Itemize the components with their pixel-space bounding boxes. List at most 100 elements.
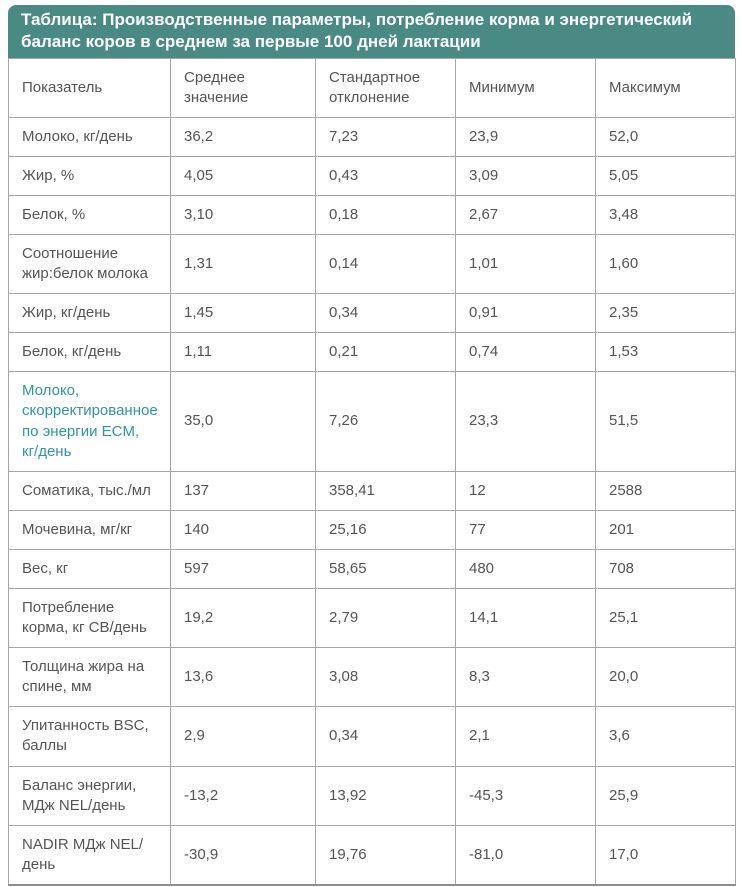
- column-header-max: Максимум: [595, 57, 736, 118]
- table-row: Соматика, тыс./мл 137 358,41 12 2588: [8, 470, 736, 511]
- cell-max: 3,6: [595, 706, 736, 767]
- cell-min: 23,3: [455, 371, 596, 472]
- cell-min: 8,3: [455, 647, 596, 708]
- cell-mean: -30,9: [170, 824, 316, 886]
- column-header-min: Минимум: [455, 57, 596, 118]
- column-header-mean: Среднее значение: [170, 57, 316, 118]
- table-row: Молоко, кг/день 36,2 7,23 23,9 52,0: [8, 116, 736, 157]
- table-row: Баланс энергии, МДж NEL/день -13,2 13,92 -4…: [8, 765, 736, 826]
- column-header-indicator: Показатель: [8, 57, 171, 118]
- cell-mean: 2,9: [170, 706, 316, 767]
- row-label: Мочевина, мг/кг: [8, 509, 171, 550]
- cell-sd: 19,76: [315, 824, 456, 886]
- cell-min: 0,91: [455, 293, 596, 334]
- cell-min: -81,0: [455, 824, 596, 886]
- cell-max: 201: [595, 509, 736, 550]
- column-header-sd: Стандартное отклонение: [315, 57, 456, 118]
- cell-mean: 1,31: [170, 233, 316, 295]
- table-row: Толщина жира на спине, мм 13,6 3,08 8,3 20,0: [8, 647, 736, 708]
- cell-max: 1,60: [595, 233, 736, 295]
- row-label: Потребление корма, кг СВ/день: [8, 587, 171, 649]
- table-row: Жир, % 4,05 0,43 3,09 5,05: [8, 155, 736, 196]
- table-row: Вес, кг 597 58,65 480 708: [8, 548, 736, 590]
- cell-sd: 0,21: [315, 332, 456, 373]
- cell-min: 77: [455, 509, 596, 550]
- cell-min: 0,74: [455, 332, 596, 373]
- cell-mean: 137: [170, 470, 316, 511]
- cell-max: 17,0: [595, 824, 736, 886]
- table-row: Белок, % 3,10 0,18 2,67 3,48: [8, 194, 736, 235]
- table-row: Мочевина, мг/кг 140 25,16 77 201: [8, 509, 736, 550]
- table-header: Показатель Среднее значение Стандартное …: [8, 57, 736, 118]
- cell-max: 25,9: [595, 765, 736, 826]
- cell-sd: 358,41: [315, 470, 456, 511]
- cell-mean: 36,2: [170, 116, 316, 157]
- header-row: Показатель Среднее значение Стандартное …: [8, 57, 736, 118]
- cell-mean: 35,0: [170, 371, 316, 472]
- row-label: NADIR МДж NEL/день: [8, 824, 171, 886]
- cell-mean: 140: [170, 509, 316, 550]
- row-label: Соотношение жир:белок молока: [8, 233, 171, 295]
- table-title: Таблица: Производственные параметры, пот…: [8, 5, 735, 58]
- cell-max: 25,1: [595, 587, 736, 649]
- cell-max: 3,48: [595, 194, 736, 235]
- cell-sd: 7,23: [315, 116, 456, 157]
- cell-sd: 0,34: [315, 706, 456, 767]
- data-table: Показатель Среднее значение Стандартное …: [8, 57, 736, 886]
- cell-max: 52,0: [595, 116, 736, 157]
- cell-min: 12: [455, 470, 596, 511]
- row-label: Жир, кг/день: [8, 293, 171, 334]
- cell-mean: 19,2: [170, 587, 316, 649]
- cell-max: 5,05: [595, 155, 736, 196]
- cell-mean: 1,45: [170, 293, 316, 334]
- cell-sd: 58,65: [315, 548, 456, 590]
- cell-mean: 1,11: [170, 332, 316, 373]
- cell-min: 2,67: [455, 194, 596, 235]
- cell-mean: 597: [170, 548, 316, 590]
- row-label: Белок, кг/день: [8, 332, 171, 373]
- cell-min: 1,01: [455, 233, 596, 295]
- cell-min: 14,1: [455, 587, 596, 649]
- cell-sd: 0,14: [315, 233, 456, 295]
- row-label: Молоко, кг/день: [8, 116, 171, 157]
- table-row: Потребление корма, кг СВ/день 19,2 2,79 14,…: [8, 587, 736, 649]
- row-label: Баланс энергии, МДж NEL/день: [8, 765, 171, 826]
- row-label: Соматика, тыс./мл: [8, 470, 171, 511]
- cell-mean: 13,6: [170, 647, 316, 708]
- cell-min: -45,3: [455, 765, 596, 826]
- cell-sd: 7,26: [315, 371, 456, 472]
- cell-min: 23,9: [455, 116, 596, 157]
- table-row: Жир, кг/день 1,45 0,34 0,91 2,35: [8, 293, 736, 334]
- row-label: Упитанность BSC, баллы: [8, 706, 171, 767]
- row-label: Вес, кг: [8, 548, 171, 590]
- cell-min: 3,09: [455, 155, 596, 196]
- cell-mean: 3,10: [170, 194, 316, 235]
- cell-max: 2,35: [595, 293, 736, 334]
- cell-max: 51,5: [595, 371, 736, 472]
- cell-sd: 2,79: [315, 587, 456, 649]
- cell-mean: 4,05: [170, 155, 316, 196]
- table-body: Молоко, кг/день 36,2 7,23 23,9 52,0 Жир, % 4,0…: [8, 116, 736, 886]
- cell-min: 480: [455, 548, 596, 590]
- cell-sd: 0,34: [315, 293, 456, 334]
- cell-max: 20,0: [595, 647, 736, 708]
- table-row: NADIR МДж NEL/день -30,9 19,76 -81,0 17,0: [8, 824, 736, 886]
- table-row: Молоко, скорректированное по энергии ECM…: [8, 371, 736, 472]
- row-label: Жир, %: [8, 155, 171, 196]
- cell-max: 708: [595, 548, 736, 590]
- row-label: Белок, %: [8, 194, 171, 235]
- cell-sd: 0,18: [315, 194, 456, 235]
- row-label: Толщина жира на спине, мм: [8, 647, 171, 708]
- cell-max: 1,53: [595, 332, 736, 373]
- cell-sd: 13,92: [315, 765, 456, 826]
- cell-min: 2,1: [455, 706, 596, 767]
- table-row: Белок, кг/день 1,11 0,21 0,74 1,53: [8, 332, 736, 373]
- cell-sd: 0,43: [315, 155, 456, 196]
- cell-sd: 25,16: [315, 509, 456, 550]
- cell-mean: -13,2: [170, 765, 316, 826]
- row-label: Молоко, скорректированное по энергии ECM…: [8, 371, 171, 472]
- cell-max: 2588: [595, 470, 736, 511]
- table-row: Соотношение жир:белок молока 1,31 0,14 1,01…: [8, 233, 736, 295]
- table-row: Упитанность BSC, баллы 2,9 0,34 2,1 3,6: [8, 706, 736, 767]
